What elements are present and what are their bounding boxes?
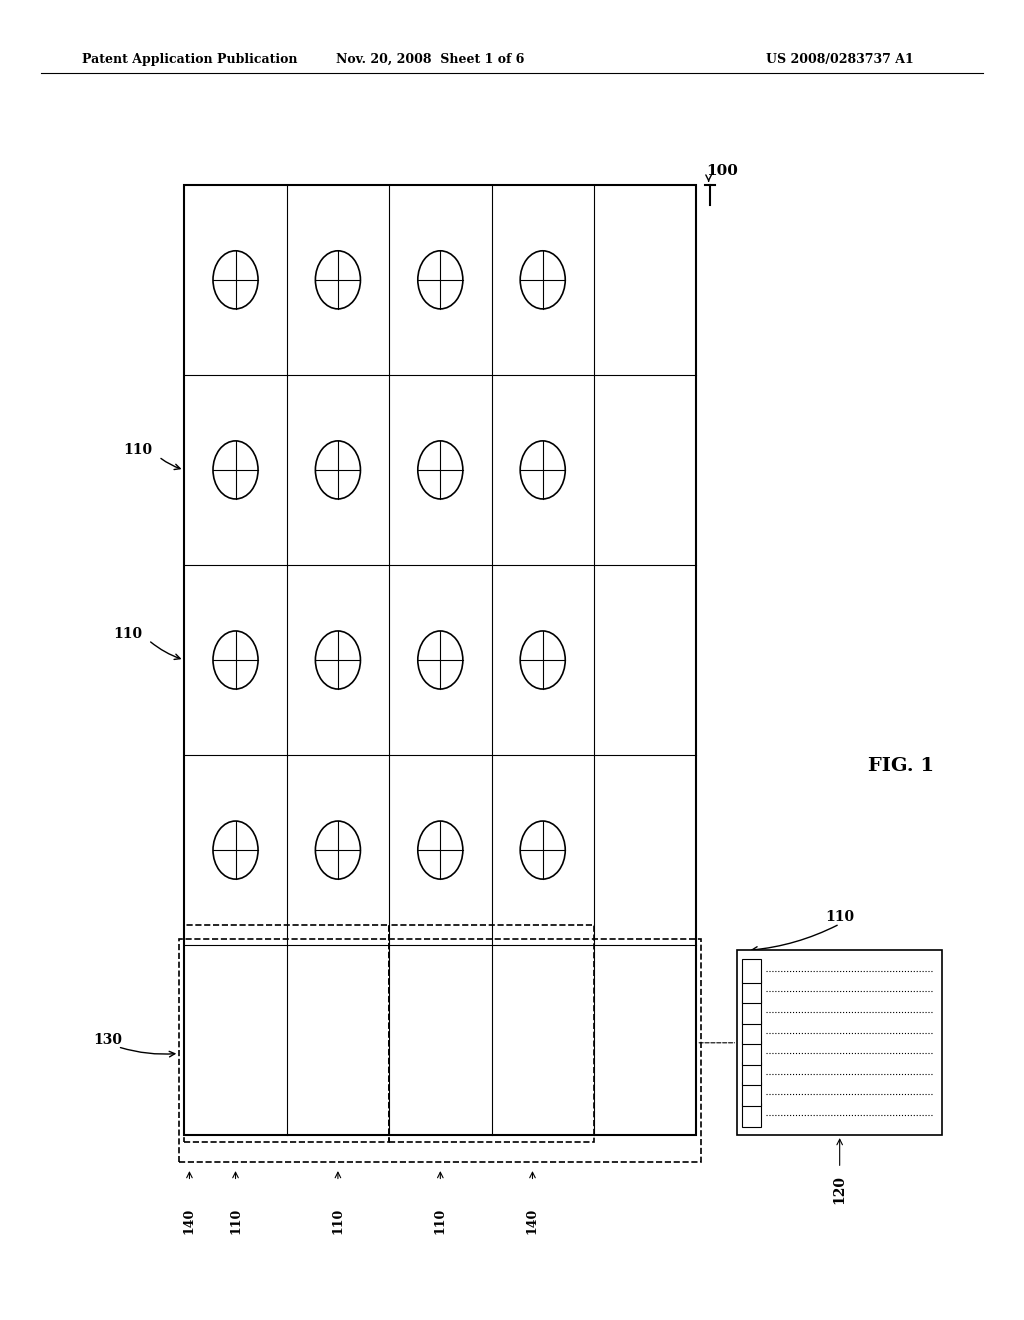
Text: 140: 140 xyxy=(183,1208,196,1234)
Text: 110: 110 xyxy=(124,444,153,457)
Text: 120: 120 xyxy=(833,1175,847,1204)
Text: 110: 110 xyxy=(825,911,854,924)
Circle shape xyxy=(520,821,565,879)
Bar xyxy=(742,1102,761,1126)
Text: 110: 110 xyxy=(114,627,142,640)
Text: FIG. 1: FIG. 1 xyxy=(868,756,934,775)
Circle shape xyxy=(213,441,258,499)
Circle shape xyxy=(520,251,565,309)
Circle shape xyxy=(315,631,360,689)
Text: 110: 110 xyxy=(332,1208,344,1234)
Bar xyxy=(184,925,389,1142)
Bar xyxy=(742,1082,761,1106)
Circle shape xyxy=(418,631,463,689)
Bar xyxy=(179,939,701,1162)
Circle shape xyxy=(213,821,258,879)
Text: 140: 140 xyxy=(526,1208,539,1234)
Bar xyxy=(742,979,761,1003)
Text: 130: 130 xyxy=(93,1034,122,1047)
Text: US 2008/0283737 A1: US 2008/0283737 A1 xyxy=(766,53,913,66)
Circle shape xyxy=(315,821,360,879)
Circle shape xyxy=(213,631,258,689)
Text: Patent Application Publication: Patent Application Publication xyxy=(82,53,297,66)
Bar xyxy=(742,1041,761,1065)
Text: 110: 110 xyxy=(434,1208,446,1234)
Bar xyxy=(742,1061,761,1085)
Text: 110: 110 xyxy=(229,1208,242,1234)
Bar xyxy=(742,960,761,983)
Bar xyxy=(742,1001,761,1024)
Bar xyxy=(389,925,594,1142)
Bar xyxy=(184,185,696,1135)
Circle shape xyxy=(418,251,463,309)
Circle shape xyxy=(520,631,565,689)
Circle shape xyxy=(315,251,360,309)
Bar xyxy=(737,950,942,1135)
Circle shape xyxy=(520,441,565,499)
Bar xyxy=(742,1020,761,1044)
Circle shape xyxy=(418,441,463,499)
Circle shape xyxy=(315,441,360,499)
Circle shape xyxy=(418,821,463,879)
Text: Nov. 20, 2008  Sheet 1 of 6: Nov. 20, 2008 Sheet 1 of 6 xyxy=(336,53,524,66)
Circle shape xyxy=(213,251,258,309)
Text: 100: 100 xyxy=(707,164,738,178)
